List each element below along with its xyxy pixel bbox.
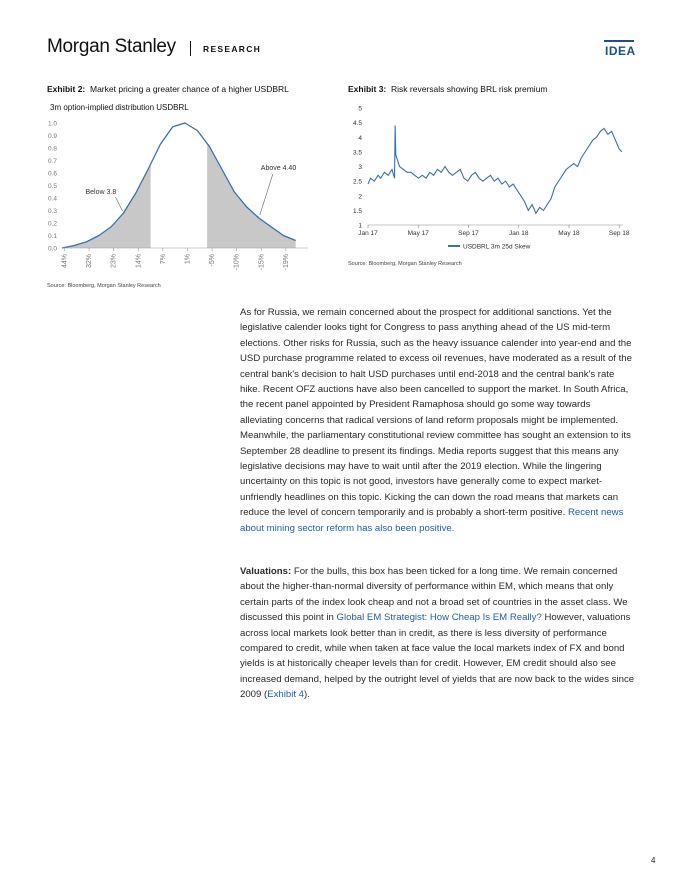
x-tick-label: 23% (111, 254, 118, 268)
x-tick-label: 32% (86, 254, 93, 268)
y-tick-label: 4.5 (353, 120, 362, 127)
paragraph-2-text-a: For the bulls, this box has been ticked … (240, 566, 628, 624)
exhibit-2-title: Market pricing a greater chance of a hig… (90, 84, 289, 94)
y-tick-label: 1 (358, 223, 362, 230)
annotation-below-arrow (115, 196, 123, 212)
y-tick-label: 0.5 (48, 183, 57, 190)
exhibit-3-title: Risk reversals showing BRL risk premium (391, 84, 548, 94)
body-paragraph-valuations: Valuations: For the bulls, this box has … (240, 564, 635, 703)
page-number: 4 (651, 856, 656, 865)
paragraph-2-text-c: ). (304, 689, 310, 701)
y-tick-label: 0.4 (48, 196, 57, 203)
y-tick-label: 1.5 (353, 208, 362, 215)
header-divider (190, 41, 191, 56)
skew-series-line (367, 125, 623, 215)
x-tick-label: Jan 17 (358, 230, 378, 237)
x-tick-label: 1% (184, 254, 191, 264)
x-tick-label: -19% (283, 254, 290, 270)
x-tick-label: -10% (234, 254, 241, 270)
valuations-lead: Valuations: (240, 566, 292, 577)
y-tick-label: 0.1 (48, 233, 57, 240)
y-tick-label: 4 (358, 135, 362, 142)
exhibit-3-heading: Exhibit 3: Risk reversals showing BRL ri… (348, 84, 548, 94)
y-tick-label: 0.0 (48, 246, 57, 253)
y-tick-label: 0.2 (48, 221, 57, 228)
y-tick-label: 0.7 (48, 158, 57, 165)
idea-accent-bar (604, 40, 634, 42)
y-tick-label: 0.6 (48, 171, 57, 178)
idea-tag: IDEA (605, 44, 636, 58)
x-tick-label: -5% (209, 254, 216, 266)
y-tick-label: 1.0 (48, 121, 57, 128)
annotation-above-arrow (259, 173, 274, 216)
y-tick-label: 2 (358, 193, 362, 200)
x-tick-label: 7% (160, 254, 167, 264)
y-tick-label: 3.5 (353, 149, 362, 156)
y-tick-label: 2.5 (353, 179, 362, 186)
mining-reform-link[interactable]: Recent news about mining sector reform h… (240, 507, 624, 534)
exhibit-4-link[interactable]: Exhibit 4 (267, 689, 304, 701)
research-label: RESEARCH (203, 44, 262, 54)
exhibit-2-heading: Exhibit 2: Market pricing a greater chan… (47, 84, 289, 94)
exhibit-3-source: Source: Bloomberg, Morgan Stanley Resear… (348, 261, 462, 267)
paragraph-2-text-b: However, valuations across local markets… (240, 612, 635, 701)
exhibit-2-chart: 3m option-implied distribution USDBRL 0.0… (48, 103, 308, 270)
y-tick-label: 0.3 (48, 208, 57, 215)
x-tick-label: Sep 17 (458, 230, 479, 237)
y-tick-label: 0.9 (48, 133, 57, 140)
exhibit-2-source: Source: Bloomberg, Morgan Stanley Resear… (47, 283, 161, 289)
y-tick-label: 3 (358, 164, 362, 171)
exhibit-3-label: Exhibit 3: (348, 84, 387, 94)
x-tick-label: Sep 18 (609, 230, 630, 237)
morgan-stanley-logo: Morgan Stanley (47, 36, 176, 57)
y-tick-label: 5 (358, 106, 362, 113)
exhibit-3-chart: 1 1.5 2 2.5 3 3.5 4 4.5 5 Jan 17 May 17 Sep 17 Jan 1… (353, 106, 630, 251)
x-tick-label: May 18 (558, 230, 580, 237)
body-paragraph-russia: As for Russia, we remain concerned about… (240, 305, 635, 536)
x-tick-label: 44% (61, 254, 68, 268)
legend-label: USDBRL 3m 25d Skew (463, 244, 531, 251)
distribution-curve (61, 122, 296, 249)
exhibit-2-label: Exhibit 2: (47, 84, 86, 94)
x-tick-label: -15% (258, 254, 265, 270)
y-tick-label: 0.8 (48, 146, 57, 153)
annotation-below-label: Below 3.8 (86, 189, 117, 196)
above-shaded-area (207, 143, 296, 248)
x-tick-label: Jan 18 (509, 230, 529, 237)
x-tick-label: 14% (135, 254, 142, 268)
annotation-above-label: Above 4.40 (261, 165, 297, 172)
x-tick-label: May 17 (408, 230, 430, 237)
exhibit-2-chart-title: 3m option-implied distribution USDBRL (50, 103, 189, 112)
paragraph-1-text: As for Russia, we remain concerned about… (240, 307, 632, 519)
below-shaded-area (62, 164, 151, 248)
cheap-em-link[interactable]: Global EM Strategist: How Cheap Is EM Re… (336, 612, 542, 624)
